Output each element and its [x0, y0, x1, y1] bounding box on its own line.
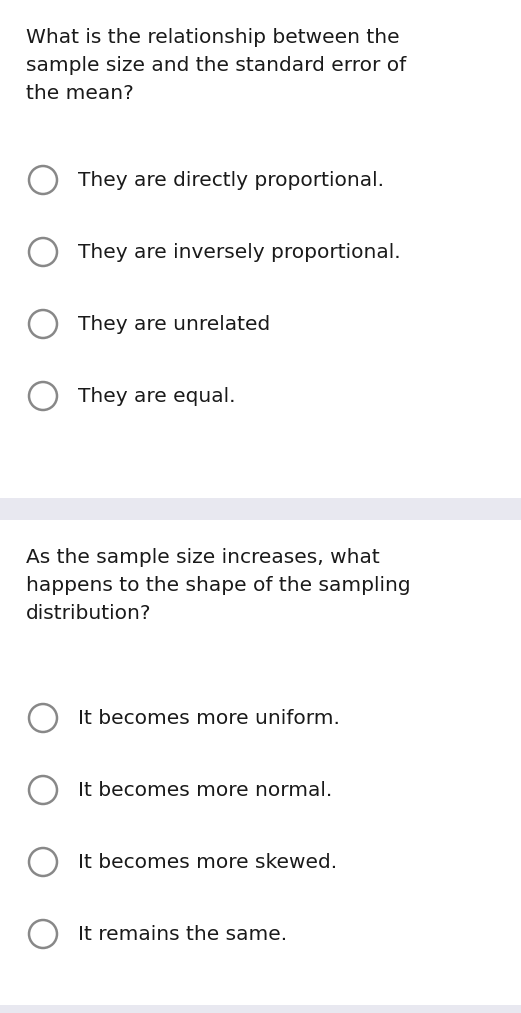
Text: It becomes more uniform.: It becomes more uniform. — [78, 708, 340, 727]
Text: They are inversely proportional.: They are inversely proportional. — [78, 242, 401, 261]
FancyBboxPatch shape — [0, 520, 521, 1005]
Text: What is the relationship between the
sample size and the standard error of
the m: What is the relationship between the sam… — [26, 28, 406, 103]
Ellipse shape — [29, 776, 57, 804]
Ellipse shape — [29, 920, 57, 948]
Text: They are equal.: They are equal. — [78, 387, 235, 405]
Text: It becomes more skewed.: It becomes more skewed. — [78, 853, 337, 871]
FancyBboxPatch shape — [0, 0, 521, 498]
Text: They are unrelated: They are unrelated — [78, 314, 270, 333]
Ellipse shape — [29, 382, 57, 410]
Ellipse shape — [29, 238, 57, 266]
Ellipse shape — [29, 166, 57, 194]
Ellipse shape — [29, 310, 57, 338]
Ellipse shape — [29, 848, 57, 876]
Bar — [0, 498, 521, 520]
Text: It remains the same.: It remains the same. — [78, 925, 287, 943]
Ellipse shape — [29, 704, 57, 732]
Text: As the sample size increases, what
happens to the shape of the sampling
distribu: As the sample size increases, what happe… — [26, 548, 411, 623]
Text: They are directly proportional.: They are directly proportional. — [78, 170, 384, 189]
Text: It becomes more normal.: It becomes more normal. — [78, 780, 332, 799]
